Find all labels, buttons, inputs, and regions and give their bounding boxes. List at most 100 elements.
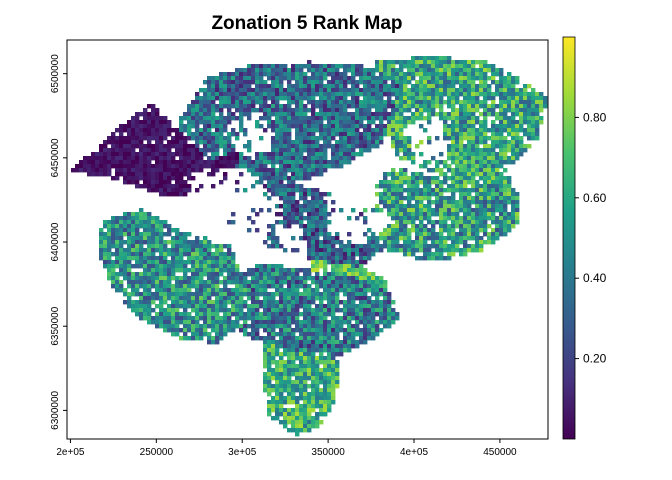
raster-cell [279,384,284,389]
raster-cell [315,172,320,177]
raster-cell [515,148,520,153]
raster-cell [103,264,108,269]
raster-cell [503,184,508,189]
raster-cell [483,192,488,197]
raster-cell [471,196,476,201]
raster-cell [183,136,188,141]
raster-cell [347,336,352,341]
raster-cell [311,348,316,353]
raster-cell [343,340,348,345]
raster-cell [347,152,352,157]
raster-cell [391,80,396,85]
raster-cell [219,80,224,85]
raster-cell [459,172,464,177]
raster-cell [339,76,344,81]
raster-cell [455,152,460,157]
raster-cell [463,164,468,169]
raster-cell [399,216,404,221]
raster-cell [123,272,128,277]
raster-cell [351,112,356,117]
raster-cell [279,364,284,369]
raster-cell [215,148,220,153]
raster-cell [391,60,396,65]
raster-cell [247,160,252,165]
raster-cell [351,300,356,305]
raster-cell [215,276,220,281]
raster-cell [311,232,316,237]
raster-cell [271,152,276,157]
raster-cell [119,280,124,285]
raster-cell [303,344,308,349]
raster-cell [311,256,316,261]
raster-cell [463,176,468,181]
raster-cell [223,176,228,181]
raster-cell [427,220,432,225]
raster-cell [183,332,188,337]
raster-cell [191,248,196,253]
raster-cell [379,180,384,185]
raster-cell [239,324,244,329]
raster-cell [467,168,472,173]
raster-cell [303,320,308,325]
raster-cell [319,152,324,157]
raster-cell [275,184,280,189]
raster-cell [291,276,296,281]
raster-cell [179,160,184,165]
raster-cell [303,232,308,237]
raster-cell [447,132,452,137]
raster-cell [255,152,260,157]
raster-cell [327,332,332,337]
raster-cell [183,280,188,285]
raster-cell [323,280,328,285]
raster-cell [191,156,196,161]
raster-cell [267,244,272,249]
raster-cell [143,248,148,253]
raster-cell [227,300,232,305]
raster-cell [135,168,140,173]
raster-cell [271,308,276,313]
raster-cell [335,336,340,341]
raster-cell [459,236,464,241]
raster-cell [515,128,520,133]
raster-cell [379,104,384,109]
raster-cell [311,400,316,405]
raster-cell [339,152,344,157]
raster-cell [411,92,416,97]
raster-cell [431,100,436,105]
raster-cell [291,108,296,113]
raster-cell [271,84,276,89]
raster-cell [319,340,324,345]
raster-cell [275,144,280,149]
raster-cell [315,164,320,169]
raster-cell [367,144,372,149]
raster-cell [355,292,360,297]
raster-cell [295,356,300,361]
raster-cell [423,92,428,97]
raster-cell [287,316,292,321]
raster-cell [367,132,372,137]
raster-cell [419,216,424,221]
raster-cell [219,96,224,101]
raster-cell [199,312,204,317]
raster-cell [315,288,320,293]
raster-cell [499,108,504,113]
raster-cell [335,252,340,257]
raster-cell [339,108,344,113]
raster-cell [311,248,316,253]
raster-cell [127,212,132,217]
raster-cell [319,160,324,165]
raster-cell [527,136,532,141]
raster-cell [367,140,372,145]
raster-cell [271,348,276,353]
raster-cell [359,116,364,121]
raster-cell [235,132,240,137]
raster-cell [207,136,212,141]
raster-cell [379,72,384,77]
raster-cell [431,212,436,217]
raster-cell [295,184,300,189]
raster-cell [459,100,464,105]
raster-cell [155,128,160,133]
raster-cell [279,372,284,377]
raster-cell [475,148,480,153]
raster-cell [327,220,332,225]
